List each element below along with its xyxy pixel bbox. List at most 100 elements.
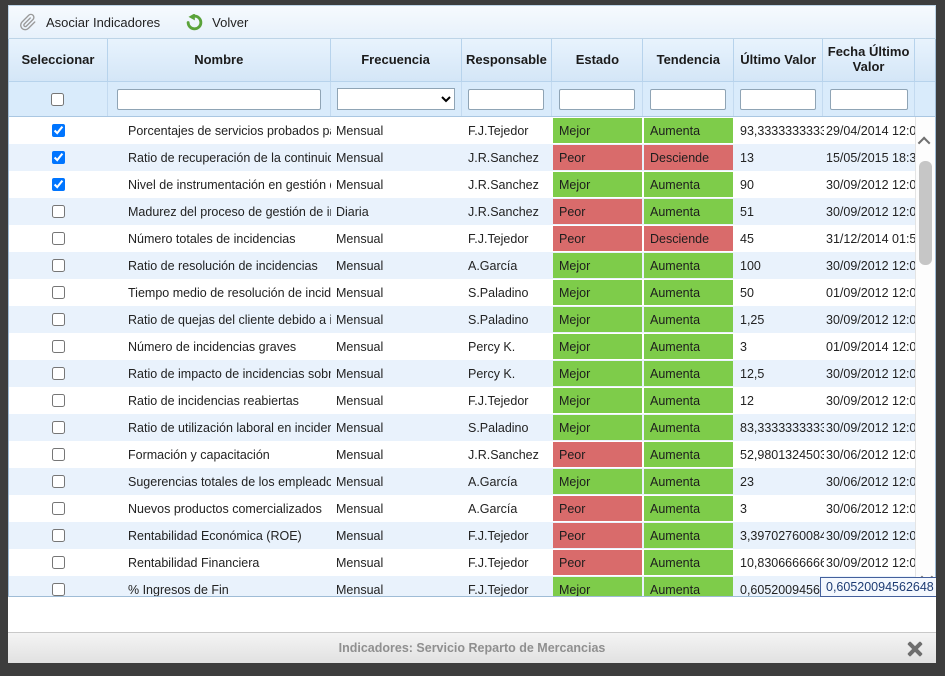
indicator-frequency: Mensual	[336, 231, 384, 246]
associate-indicators-button[interactable]: Asociar Indicadores	[19, 13, 160, 31]
row-checkbox[interactable]	[52, 259, 65, 272]
row-checkbox[interactable]	[52, 340, 65, 353]
indicator-estado-cell: Mejor	[553, 468, 644, 495]
row-checkbox[interactable]	[52, 367, 65, 380]
table-row[interactable]: Formación y capacitación Mensual J.R.San…	[9, 441, 916, 468]
row-checkbox[interactable]	[52, 394, 65, 407]
indicator-name: Ratio de resolución de incidencias	[128, 258, 318, 273]
indicator-last-value-date: 30/09/2012 12:00	[826, 366, 916, 381]
row-checkbox[interactable]	[52, 151, 65, 164]
indicator-frequency: Mensual	[336, 258, 384, 273]
tendencia-badge: Aumenta	[644, 442, 733, 467]
filter-nombre-input[interactable]	[116, 88, 321, 110]
table-row[interactable]: Ratio de quejas del cliente debido a inc…	[9, 306, 916, 333]
col-header-estado[interactable]: Estado	[552, 39, 644, 81]
estado-badge: Peor	[553, 496, 642, 521]
col-header-frecuencia[interactable]: Frecuencia	[331, 39, 462, 81]
filter-estado-input[interactable]	[559, 88, 636, 110]
row-checkbox[interactable]	[52, 205, 65, 218]
indicator-estado-cell: Peor	[553, 495, 644, 522]
indicator-last-value-date: 29/04/2014 12:00	[826, 123, 916, 138]
table-row[interactable]: Sugerencias totales de los empleados Men…	[9, 468, 916, 495]
back-button[interactable]: Volver	[186, 13, 248, 31]
row-checkbox[interactable]	[52, 313, 65, 326]
row-checkbox[interactable]	[52, 178, 65, 191]
tendencia-badge: Aumenta	[644, 523, 733, 548]
table-row[interactable]: Número totales de incidencias Mensual F.…	[9, 225, 916, 252]
table-row[interactable]: Ratio de recuperación de la continuidad …	[9, 144, 916, 171]
row-checkbox[interactable]	[52, 475, 65, 488]
indicator-responsible: J.R.Sanchez	[468, 150, 539, 165]
indicator-last-value: 12,5	[740, 366, 765, 381]
estado-badge: Mejor	[553, 253, 642, 278]
row-checkbox[interactable]	[52, 502, 65, 515]
table-row[interactable]: Tiempo medio de resolución de incidencia…	[9, 279, 916, 306]
filter-ultimo-valor-input[interactable]	[740, 88, 817, 110]
scroll-up-button[interactable]	[916, 129, 935, 153]
col-header-responsable[interactable]: Responsable	[462, 39, 553, 81]
table-row[interactable]: Madurez del proceso de gestión de incide…	[9, 198, 916, 225]
table-row[interactable]: % Ingresos de Fin Mensual F.J.Tejedor Me…	[9, 576, 916, 596]
filter-responsable-input[interactable]	[468, 88, 545, 110]
indicator-name: Ratio de incidencias reabiertas	[128, 393, 299, 408]
indicator-estado-cell: Mejor	[553, 360, 644, 387]
table-row[interactable]: Ratio de resolución de incidencias Mensu…	[9, 252, 916, 279]
row-checkbox[interactable]	[52, 286, 65, 299]
indicator-tendencia-cell: Desciende	[644, 225, 735, 252]
indicator-name: Ratio de utilización laboral en incidenc…	[128, 420, 331, 435]
table-row[interactable]: Número de incidencias graves Mensual Per…	[9, 333, 916, 360]
indicator-responsible: Percy K.	[468, 366, 516, 381]
indicator-last-value: 12	[740, 393, 754, 408]
dialog-title: Indicadores: Servicio Reparto de Mercanc…	[338, 641, 606, 655]
estado-badge: Peor	[553, 523, 642, 548]
indicator-frequency: Diaria	[336, 204, 369, 219]
estado-badge: Peor	[553, 199, 642, 224]
indicator-last-value: 3	[740, 339, 747, 354]
table-row[interactable]: Nuevos productos comercializados Mensual…	[9, 495, 916, 522]
indicator-name: Nuevos productos comercializados	[128, 501, 322, 516]
tendencia-badge: Aumenta	[644, 253, 733, 278]
row-checkbox[interactable]	[52, 556, 65, 569]
row-checkbox[interactable]	[52, 124, 65, 137]
col-header-fecha-ultimo-valor[interactable]: Fecha Último Valor	[823, 39, 916, 81]
indicator-last-value-date: 31/12/2014 01:59	[826, 231, 916, 246]
filter-fecha-input[interactable]	[829, 88, 908, 110]
indicator-last-value: 1,25	[740, 312, 765, 327]
table-row[interactable]: Ratio de impacto de incidencias sobre el…	[9, 360, 916, 387]
col-header-tendencia[interactable]: Tendencia	[643, 39, 735, 81]
indicator-name: Tiempo medio de resolución de incidencia…	[128, 285, 331, 300]
col-header-seleccionar[interactable]: Seleccionar	[9, 39, 108, 81]
row-checkbox[interactable]	[52, 421, 65, 434]
indicator-last-value-date: 30/09/2012 12:00	[826, 393, 916, 408]
indicator-frequency: Mensual	[336, 150, 384, 165]
toolbar: Asociar Indicadores Volver	[8, 5, 936, 39]
table-row[interactable]: Nivel de instrumentación en gestión de i…	[9, 171, 916, 198]
vertical-scrollbar[interactable]	[915, 117, 935, 596]
indicator-frequency: Mensual	[336, 285, 384, 300]
table-row[interactable]: Porcentajes de servicios probados para e…	[9, 117, 916, 144]
tendencia-badge: Aumenta	[644, 577, 733, 596]
select-all-checkbox[interactable]	[51, 92, 65, 106]
row-checkbox[interactable]	[52, 583, 65, 596]
table-row[interactable]: Rentabilidad Económica (ROE) Mensual F.J…	[9, 522, 916, 549]
table-row[interactable]: Rentabilidad Financiera Mensual F.J.Teje…	[9, 549, 916, 576]
table-row[interactable]: Ratio de utilización laboral en incidenc…	[9, 414, 916, 441]
indicator-estado-cell: Peor	[553, 225, 644, 252]
row-checkbox[interactable]	[52, 232, 65, 245]
indicator-responsible: A.García	[468, 474, 518, 489]
indicator-responsible: F.J.Tejedor	[468, 555, 529, 570]
indicators-dialog: Asociar Indicadores Volver Seleccionar N…	[8, 5, 936, 663]
filter-frecuencia-select[interactable]	[336, 88, 455, 110]
indicator-name: Nivel de instrumentación en gestión de i…	[128, 177, 331, 192]
row-checkbox[interactable]	[52, 529, 65, 542]
table-row[interactable]: Ratio de incidencias reabiertas Mensual …	[9, 387, 916, 414]
indicator-tendencia-cell: Aumenta	[644, 468, 735, 495]
close-button[interactable]	[904, 638, 926, 660]
indicator-last-value-date: 30/06/2012 12:00	[826, 447, 916, 462]
col-header-ultimo-valor[interactable]: Último Valor	[734, 39, 824, 81]
row-checkbox[interactable]	[52, 448, 65, 461]
scrollbar-thumb[interactable]	[919, 161, 932, 265]
indicator-last-value-date: 15/05/2015 18:36	[826, 150, 916, 165]
col-header-nombre[interactable]: Nombre	[108, 39, 331, 81]
filter-tendencia-input[interactable]	[650, 88, 727, 110]
